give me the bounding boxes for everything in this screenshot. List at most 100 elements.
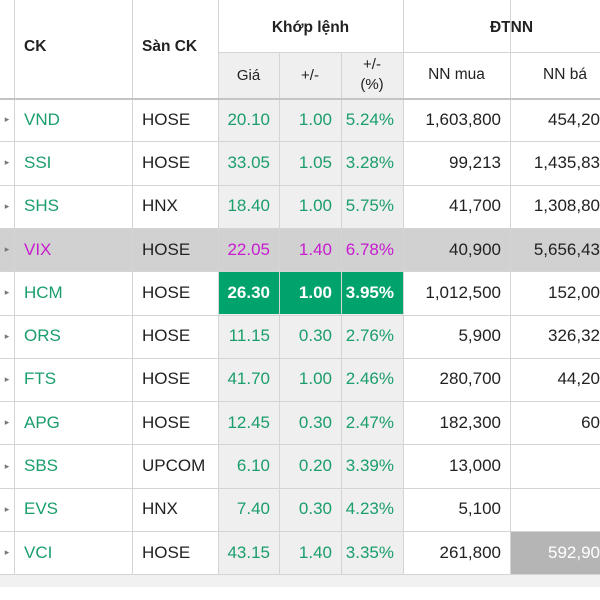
matched-price: 26.30 bbox=[227, 282, 270, 302]
row-expand-caret-icon[interactable]: ▸ bbox=[4, 244, 10, 255]
column-divider bbox=[218, 0, 219, 575]
foreign-buy-volume: 40,900 bbox=[449, 239, 501, 259]
column-divider bbox=[132, 0, 133, 575]
foreign-sell-volume: 44,20 bbox=[557, 369, 600, 389]
exchange-name: HOSE bbox=[142, 369, 191, 389]
foreign-buy-volume: 99,213 bbox=[449, 152, 501, 172]
matched-price: 12.45 bbox=[227, 412, 270, 432]
matched-price: 33.05 bbox=[227, 152, 270, 172]
header-change-percent[interactable]: +/- (%) bbox=[360, 56, 384, 93]
price-change: 1.05 bbox=[298, 152, 332, 172]
foreign-buy-volume: 5,100 bbox=[458, 499, 501, 519]
price-change-percent: 3.39% bbox=[345, 456, 394, 476]
column-divider bbox=[14, 0, 15, 575]
price-change: 1.00 bbox=[298, 109, 332, 129]
price-change-percent: 3.28% bbox=[345, 152, 394, 172]
price-change: 1.00 bbox=[298, 196, 332, 216]
price-change-percent: 3.35% bbox=[345, 542, 394, 562]
price-change: 0.20 bbox=[298, 456, 332, 476]
matched-price: 11.15 bbox=[228, 326, 270, 346]
row-divider bbox=[0, 574, 600, 575]
row-divider bbox=[0, 444, 600, 445]
exchange-name: HOSE bbox=[142, 282, 191, 302]
header-dtnn[interactable]: ĐTNN bbox=[489, 19, 534, 36]
foreign-sell-volume bbox=[510, 488, 600, 531]
header-ck[interactable]: CK bbox=[24, 38, 47, 55]
foreign-sell-volume: 454,20 bbox=[548, 109, 600, 129]
stock-symbol[interactable]: ORS bbox=[24, 326, 61, 346]
header-san-ck[interactable]: Sàn CK bbox=[142, 38, 198, 55]
row-divider bbox=[0, 141, 600, 142]
stock-symbol[interactable]: VIX bbox=[24, 239, 52, 259]
row-expand-caret-icon[interactable]: ▸ bbox=[4, 417, 10, 428]
stock-symbol[interactable]: APG bbox=[24, 412, 60, 432]
stock-symbol[interactable]: HCM bbox=[24, 282, 63, 302]
row-expand-caret-icon[interactable]: ▸ bbox=[4, 114, 10, 125]
row-expand-caret-icon[interactable]: ▸ bbox=[4, 373, 10, 384]
exchange-name: HOSE bbox=[142, 239, 191, 259]
row-expand-caret-icon[interactable]: ▸ bbox=[4, 287, 10, 298]
row-expand-caret-icon[interactable]: ▸ bbox=[4, 330, 10, 341]
foreign-buy-volume: 41,700 bbox=[449, 196, 501, 216]
horizontal-scrollbar-track[interactable] bbox=[0, 575, 600, 588]
header-divider bbox=[218, 52, 600, 53]
row-expand-caret-icon[interactable]: ▸ bbox=[4, 157, 10, 168]
column-divider bbox=[341, 52, 342, 575]
price-change-percent: 3.95% bbox=[345, 282, 394, 302]
price-flash-highlight bbox=[218, 272, 403, 315]
stock-symbol[interactable]: SBS bbox=[24, 456, 59, 476]
matched-price: 18.40 bbox=[227, 196, 270, 216]
price-change: 0.30 bbox=[298, 326, 332, 346]
foreign-buy-volume: 1,012,500 bbox=[425, 282, 501, 302]
stock-symbol[interactable]: SSI bbox=[24, 152, 52, 172]
column-divider bbox=[279, 52, 280, 575]
row-expand-caret-icon[interactable]: ▸ bbox=[4, 200, 10, 211]
row-divider bbox=[0, 315, 600, 316]
row-divider bbox=[0, 531, 600, 532]
price-change-percent: 2.76% bbox=[345, 326, 394, 346]
foreign-buy-volume: 261,800 bbox=[439, 542, 501, 562]
row-expand-caret-icon[interactable]: ▸ bbox=[4, 503, 10, 514]
price-change: 0.30 bbox=[298, 412, 332, 432]
foreign-sell-volume: 60 bbox=[581, 412, 600, 432]
header-change[interactable]: +/- bbox=[301, 66, 319, 84]
header-gia[interactable]: Giá bbox=[236, 66, 261, 84]
foreign-buy-volume: 13,000 bbox=[449, 456, 501, 476]
matched-price: 41.70 bbox=[227, 369, 270, 389]
exchange-name: HOSE bbox=[142, 542, 191, 562]
price-change: 1.40 bbox=[298, 239, 332, 259]
foreign-buy-volume: 280,700 bbox=[439, 369, 501, 389]
matched-price: 22.05 bbox=[227, 239, 270, 259]
foreign-sell-volume: 5,656,43 bbox=[533, 239, 600, 259]
row-divider bbox=[0, 488, 600, 489]
stock-symbol[interactable]: VCI bbox=[24, 542, 53, 562]
row-divider bbox=[0, 271, 600, 272]
stock-symbol[interactable]: VND bbox=[24, 109, 60, 129]
foreign-buy-volume: 182,300 bbox=[439, 412, 501, 432]
header-khop-lenh[interactable]: Khớp lệnh bbox=[271, 19, 350, 36]
foreign-sell-volume: 1,308,80 bbox=[533, 196, 600, 216]
price-change-percent: 5.75% bbox=[345, 196, 394, 216]
price-change-percent: 4.23% bbox=[345, 499, 394, 519]
price-change: 1.40 bbox=[298, 542, 332, 562]
column-divider bbox=[403, 0, 404, 575]
stock-symbol[interactable]: SHS bbox=[24, 196, 59, 216]
row-expand-caret-icon[interactable]: ▸ bbox=[4, 547, 10, 558]
stock-symbol[interactable]: FTS bbox=[24, 369, 57, 389]
foreign-sell-volume: 326,32 bbox=[548, 326, 600, 346]
header-nn-mua[interactable]: NN mua bbox=[428, 66, 485, 83]
foreign-sell-volume: 1,435,83 bbox=[533, 152, 600, 172]
price-change: 1.00 bbox=[298, 282, 332, 302]
foreign-buy-volume: 1,603,800 bbox=[425, 109, 501, 129]
row-divider bbox=[0, 185, 600, 186]
row-expand-caret-icon[interactable]: ▸ bbox=[4, 460, 10, 471]
header-nn-ban[interactable]: NN bá bbox=[543, 66, 587, 83]
matched-price: 20.10 bbox=[227, 109, 270, 129]
foreign-sell-volume bbox=[510, 444, 600, 487]
exchange-name: HNX bbox=[142, 499, 178, 519]
exchange-name: HOSE bbox=[142, 109, 191, 129]
stock-symbol[interactable]: EVS bbox=[24, 499, 59, 519]
foreign-buy-volume: 5,900 bbox=[458, 326, 501, 346]
exchange-name: HNX bbox=[142, 196, 178, 216]
